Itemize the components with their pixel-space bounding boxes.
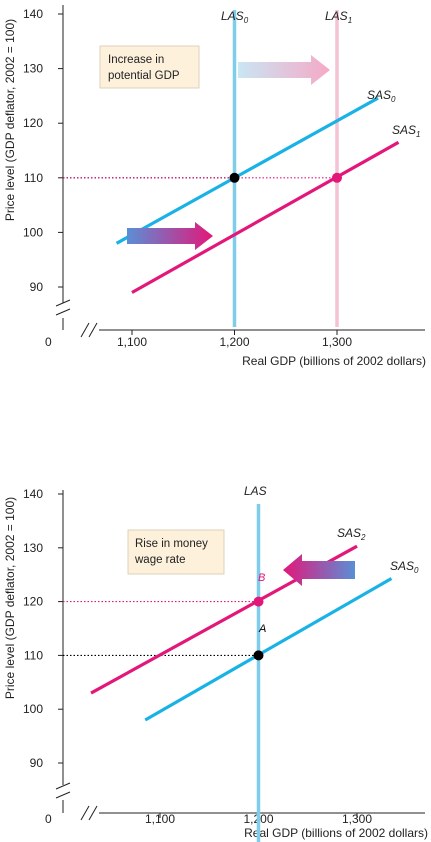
y-axis-break-mark [55,782,71,799]
y-tick-label: 100 [23,225,43,239]
x-tick-label: 1,300 [342,812,372,826]
curve-sas0 [115,96,379,245]
equilibrium-points [229,172,342,183]
guide-lines [63,601,259,656]
curve-label-sas0: SAS0 [390,559,419,575]
x-axis-break-mark [80,805,98,821]
equilibrium-point [253,596,264,607]
curve-labels: LAS SAS2 SAS0 [244,484,419,575]
x-tick-label: 1,100 [145,812,175,826]
y-tick-label: 110 [24,171,43,185]
y-tick-label: 120 [23,595,43,609]
x-axis-label: Real GDP (billions of 2002 dollars) [242,354,426,368]
y-tick-label: 90 [30,280,44,294]
annotation-line-1: Rise in money [135,538,208,550]
curve-sas0 [144,577,393,722]
y-tick-label: 100 [23,702,43,716]
x-tick-label: 1,300 [322,335,352,349]
curves [115,10,400,327]
y-tick-label: 90 [30,756,44,770]
equilibrium-points: AB [253,572,266,661]
shift-arrow-las [238,55,330,85]
y-ticks: 90 100 110 120 130 140 [23,7,63,294]
shift-arrow-sas [127,222,213,250]
annotation-line-2: potential GDP [108,70,180,82]
point-label-b: B [258,572,265,584]
equilibrium-point [229,172,240,183]
annotation-box: Increase in potential GDP [99,45,200,89]
curve-label-sas2: SAS2 [337,526,366,542]
y-ticks: 90 100 110 120 130 140 [23,487,63,770]
annotation-line-1: Increase in [108,54,164,66]
curve-labels: LAS0 LAS1 SAS0 SAS1 [221,9,420,139]
origin-label: 0 [45,812,52,826]
point-label-a: A [258,623,266,635]
x-ticks: 1,100 1,200 1,300 [117,330,352,349]
chart-panel-potential-gdp: 90 100 110 120 130 140 1,100 1,200 1,300 0 Real… [3,5,426,368]
curve-label-las0: LAS0 [221,9,249,25]
curve-label-las: LAS [244,484,267,498]
y-axis-label: Price level (GDP deflator, 2002 = 100) [3,19,17,221]
y-tick-label: 120 [23,116,43,130]
equilibrium-point [253,650,264,661]
annotation-line-2: wage rate [134,554,186,566]
curve-label-sas1: SAS1 [392,123,420,139]
curve-label-sas0: SAS0 [367,88,396,104]
y-tick-label: 110 [24,648,43,662]
x-tick-label: 1,100 [117,335,147,349]
x-tick-label: 1,200 [219,335,249,349]
origin-label: 0 [45,335,52,349]
y-axis-label: Price level (GDP deflator, 2002 = 100) [3,497,17,699]
x-axis-label: Real GDP (billions of 2002 dollars) [244,826,428,840]
shift-arrow-sas [283,554,355,586]
curve-sas1 [131,140,400,294]
y-tick-label: 140 [23,7,43,21]
x-axis-break-mark [80,322,98,338]
y-tick-label: 140 [23,487,43,501]
y-tick-label: 130 [23,541,43,555]
curve-label-las1: LAS1 [325,9,352,25]
y-axis-break-mark [55,299,71,316]
y-tick-label: 130 [23,62,43,76]
equilibrium-point [332,172,342,183]
annotation-box: Rise in money wage rate [127,529,225,575]
